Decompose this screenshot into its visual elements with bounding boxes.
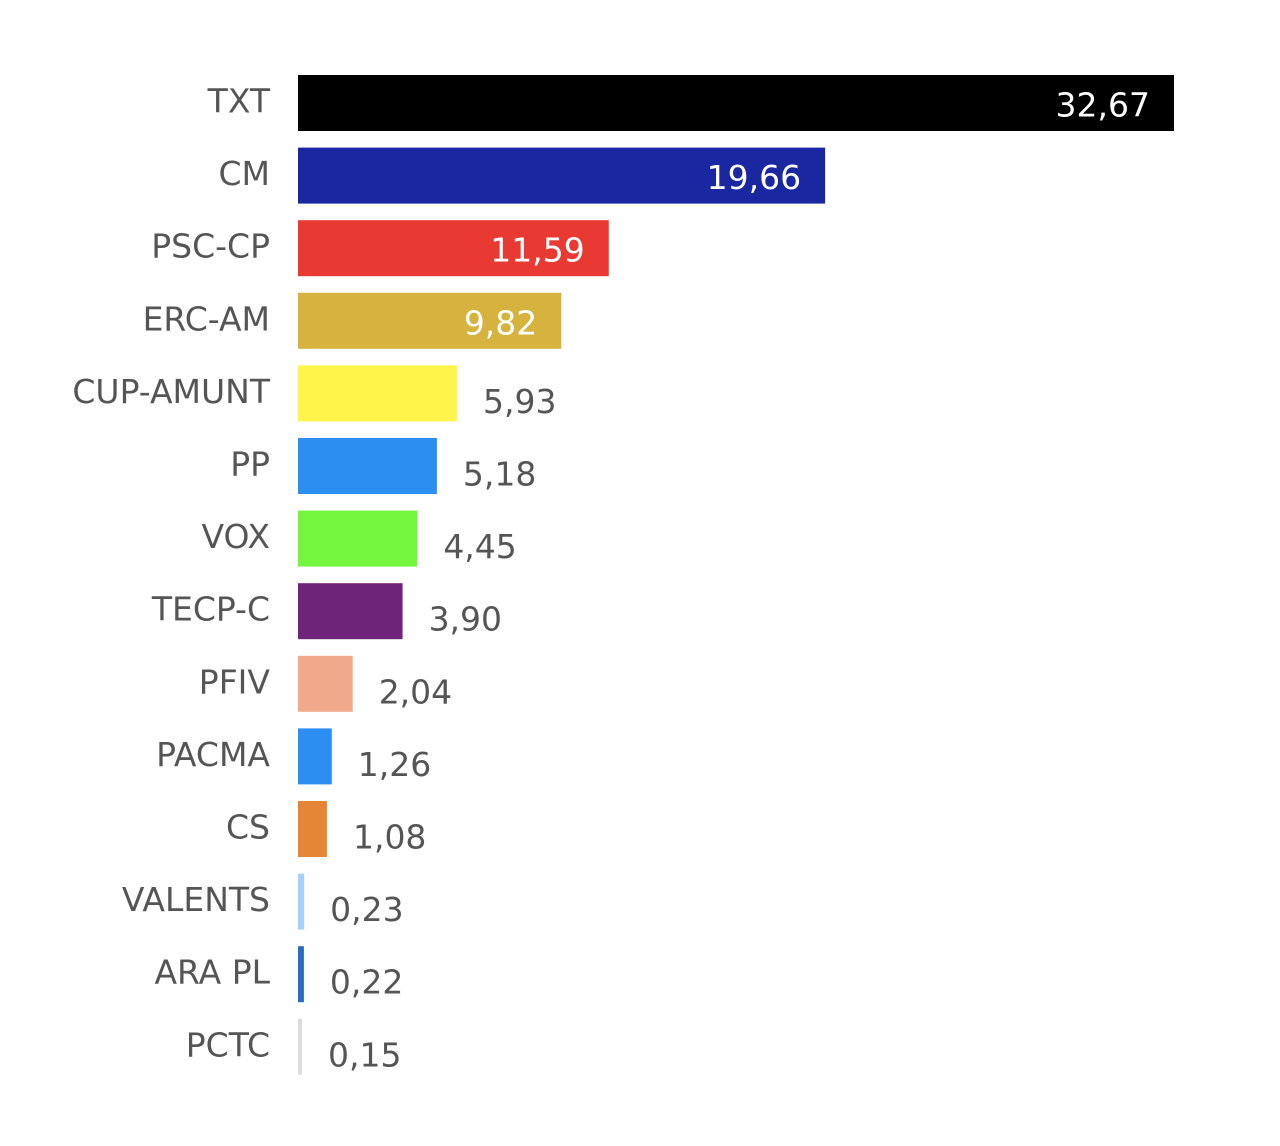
value-label: 5,93 [483,382,556,421]
bar [298,946,304,1003]
value-label: 3,90 [429,600,502,639]
value-label: 9,82 [464,303,537,342]
bar [298,801,327,857]
category-label: CM [218,154,270,193]
value-label: 0,22 [330,963,403,1002]
category-label: TECP-C [151,590,270,629]
bar [298,1018,303,1075]
value-label: 19,66 [707,158,801,197]
bar [298,365,458,422]
value-label: 2,04 [379,672,452,711]
value-label: 1,26 [358,745,431,784]
value-label: 32,67 [1056,86,1150,125]
value-label: 5,18 [463,455,536,494]
category-label: VOX [202,517,270,556]
category-label: PACMA [156,735,270,774]
category-label: ARA PL [154,953,270,992]
bar [298,75,1174,131]
category-label: CS [226,808,270,847]
category-label: PCTC [186,1025,270,1064]
bar [298,147,826,204]
category-label: TXT [207,82,271,121]
bar [298,583,403,640]
bar [298,292,562,349]
category-label: CUP-AMUNT [72,372,270,411]
category-label: PFIV [199,662,271,701]
bar [298,438,437,494]
bar [298,510,418,567]
bar [298,220,609,277]
category-label: VALENTS [122,880,270,919]
value-label: 0,15 [328,1035,401,1074]
category-label: PSC-CP [151,227,270,266]
category-label: ERC-AM [143,299,270,338]
bar [298,655,353,712]
bar [298,728,332,785]
value-label: 11,59 [490,231,584,270]
value-label: 4,45 [443,527,516,566]
bar [298,873,305,930]
value-label: 1,08 [353,818,426,857]
value-label: 0,23 [330,890,403,929]
category-label: PP [230,445,270,484]
